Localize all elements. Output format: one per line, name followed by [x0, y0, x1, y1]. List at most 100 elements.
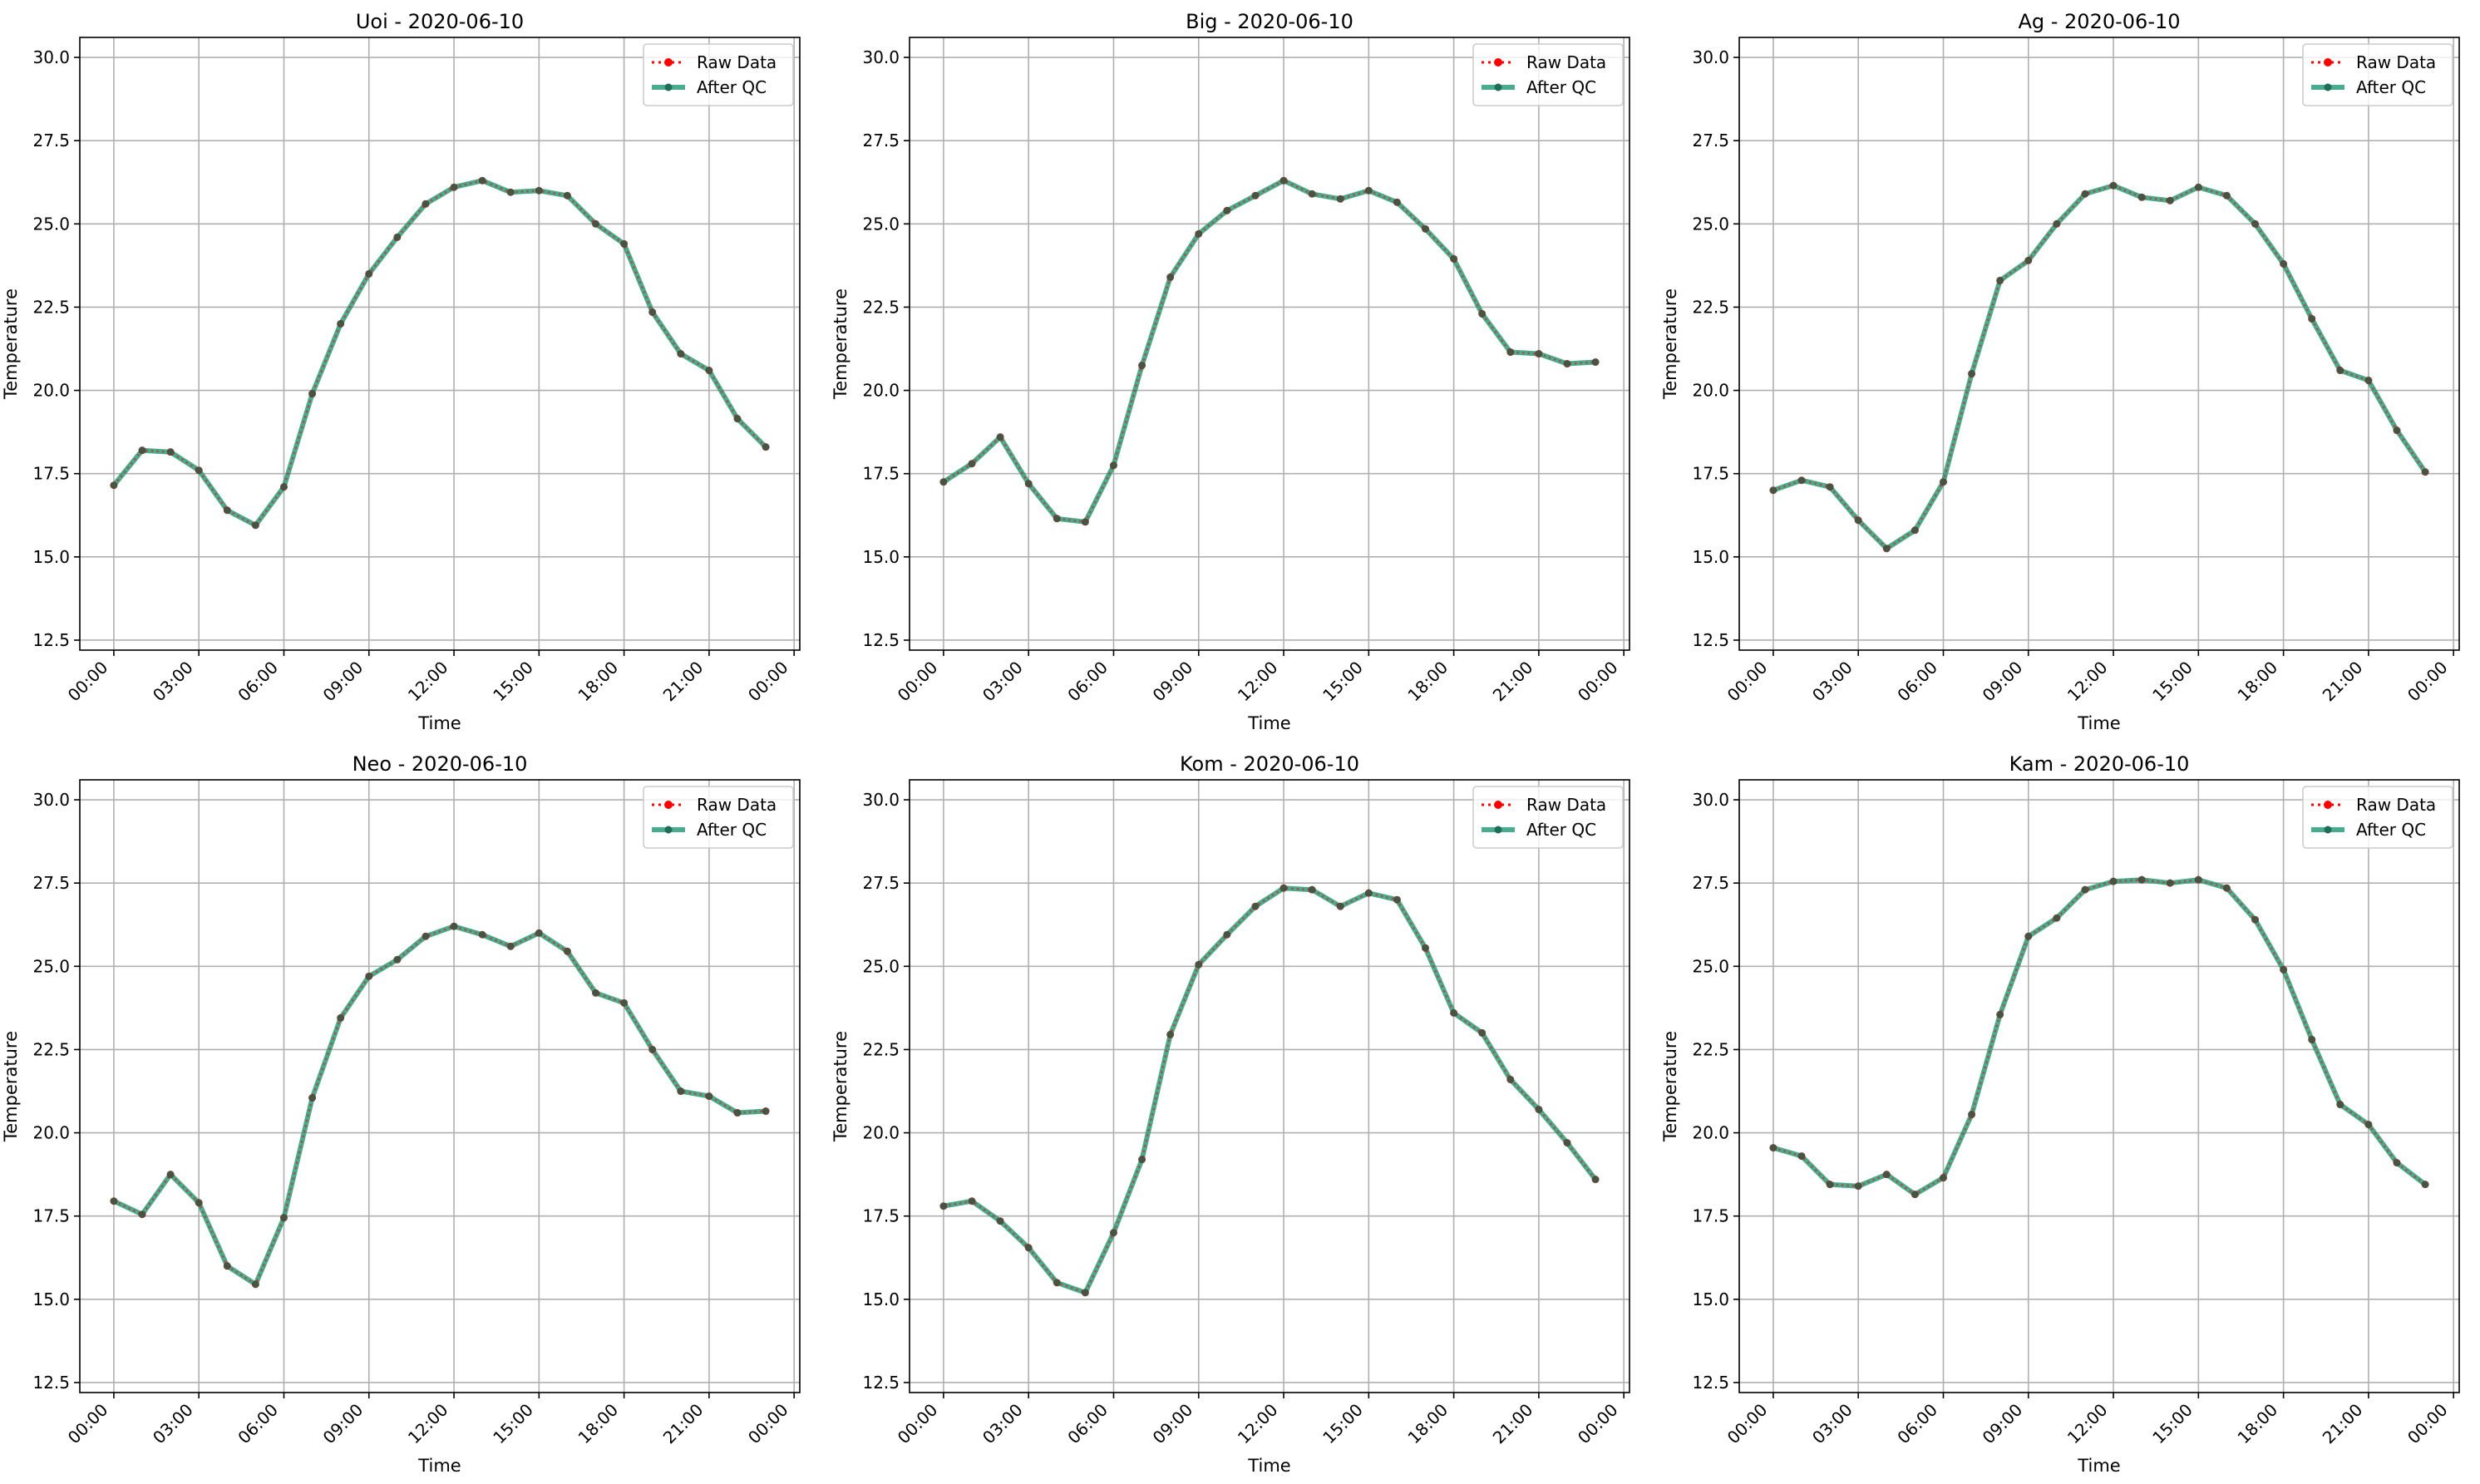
after-qc-point — [1308, 885, 1316, 894]
after-qc-point — [1591, 358, 1600, 366]
after-qc-point — [1195, 230, 1202, 238]
after-qc-point — [535, 187, 543, 195]
after-qc-point — [166, 1171, 175, 1178]
after-qc-point — [592, 220, 599, 228]
y-tick-label: 27.5 — [862, 873, 900, 893]
after-qc-point — [2053, 220, 2061, 228]
plot-frame — [909, 37, 1630, 651]
legend-marker-after-qc — [664, 83, 673, 91]
x-tick-label: 09:00 — [1979, 658, 2027, 706]
after-qc-point — [1478, 310, 1486, 318]
y-tick-label: 15.0 — [32, 547, 70, 567]
legend-box — [1472, 786, 1624, 849]
legend-label-after-qc: After QC — [697, 820, 767, 840]
after-qc-point — [592, 989, 599, 997]
y-tick-label: 15.0 — [862, 1289, 900, 1309]
x-axis-label: Time — [417, 713, 461, 733]
y-tick-label: 30.0 — [32, 47, 70, 67]
after-qc-point — [110, 1197, 118, 1205]
x-tick-label: 18:00 — [1403, 1400, 1452, 1448]
plot-frame — [909, 779, 1630, 1393]
x-tick-label: 15:00 — [2148, 658, 2197, 706]
y-tick-label: 27.5 — [32, 131, 70, 150]
y-tick-label: 20.0 — [1692, 381, 1729, 401]
y-tick-label: 20.0 — [32, 381, 70, 401]
after-qc-point — [2109, 877, 2118, 885]
x-axis-label: Time — [417, 1456, 461, 1476]
y-axis-label: Temperature — [1, 1031, 21, 1142]
x-tick-label: 06:00 — [1063, 1400, 1112, 1448]
after-qc-point — [1166, 1031, 1174, 1038]
y-tick-label: 30.0 — [862, 47, 900, 67]
legend-label-after-qc: After QC — [2356, 77, 2426, 97]
legend: Raw Data After QC — [2302, 786, 2453, 849]
after-qc-point — [138, 1210, 146, 1218]
after-qc-point — [1365, 889, 1373, 897]
legend-box — [643, 786, 794, 849]
x-tick-label: 00:00 — [1574, 658, 1622, 706]
x-tick-label: 09:00 — [1979, 1400, 2027, 1448]
y-tick-label: 22.5 — [32, 297, 70, 317]
legend-box — [643, 43, 794, 106]
after-qc-point — [1024, 480, 1033, 487]
after-qc-point — [2421, 1181, 2429, 1188]
x-tick-label: 21:00 — [2319, 1400, 2367, 1448]
x-tick-label: 12:00 — [2063, 658, 2112, 706]
after-qc-point — [762, 1107, 770, 1115]
after-qc-point — [2251, 220, 2259, 228]
x-axis-label: Time — [1247, 713, 1290, 733]
x-tick-label: 18:00 — [574, 658, 622, 706]
after-qc-point — [1082, 1289, 1089, 1297]
y-tick-label: 12.5 — [1692, 1373, 1729, 1393]
x-tick-label: 03:00 — [1808, 658, 1856, 706]
legend: Raw Data After QC — [1472, 786, 1624, 849]
y-tick-label: 30.0 — [862, 790, 900, 810]
after-qc-point — [1308, 190, 1316, 198]
x-tick-label: 15:00 — [489, 658, 537, 706]
after-qc-point — [166, 448, 175, 456]
after-qc-point — [365, 973, 372, 980]
after-qc-point — [1854, 1182, 1862, 1190]
after-qc-point — [2280, 260, 2287, 268]
legend-label-raw-data: Raw Data — [697, 52, 777, 72]
y-tick-label: 20.0 — [862, 1123, 900, 1143]
after-qc-point — [1769, 1144, 1777, 1151]
after-qc-point — [1110, 1229, 1117, 1236]
after-qc-point — [1911, 526, 1919, 535]
series-line-after-qc — [1770, 877, 2428, 1197]
after-qc-point — [1251, 192, 1260, 200]
after-qc-point — [1393, 895, 1401, 904]
after-qc-point — [2167, 197, 2174, 205]
legend-label-after-qc: After QC — [697, 77, 767, 97]
after-qc-point — [2223, 884, 2231, 892]
after-qc-point — [2364, 377, 2373, 384]
x-tick-label: 06:00 — [234, 1400, 282, 1448]
x-tick-label: 15:00 — [489, 1400, 537, 1448]
x-tick-label: 06:00 — [1893, 658, 1941, 706]
after-qc-point — [1450, 255, 1457, 263]
legend: Raw Data After QC — [643, 786, 794, 849]
x-tick-label: 03:00 — [979, 1400, 1027, 1448]
x-tick-label: 21:00 — [659, 658, 708, 706]
y-tick-label: 22.5 — [32, 1039, 70, 1059]
after-qc-point — [110, 481, 118, 489]
x-tick-label: 00:00 — [2404, 1400, 2452, 1448]
after-qc-point — [1883, 1171, 1891, 1178]
after-qc-point — [677, 350, 685, 357]
after-qc-point — [1854, 516, 1862, 524]
legend-marker-after-qc — [1494, 826, 1502, 834]
series-line-after-qc — [940, 885, 1599, 1295]
legend-marker-raw-data — [2324, 58, 2332, 67]
after-qc-point — [1535, 1106, 1543, 1113]
after-qc-point — [1337, 903, 1344, 910]
after-qc-point — [1223, 931, 1231, 939]
y-tick-label: 25.0 — [1692, 214, 1729, 234]
legend: Raw Data After QC — [643, 43, 794, 106]
after-qc-point — [2109, 182, 2118, 190]
x-tick-label: 06:00 — [1893, 1400, 1941, 1448]
after-qc-point — [195, 466, 203, 474]
after-qc-point — [1940, 1174, 1947, 1181]
chart-panel: 00:00 03:00 06:00 09:00 12:00 15:00 18:00 21:00… — [831, 10, 1630, 733]
y-tick-label: 27.5 — [1692, 131, 1729, 150]
after-qc-point — [620, 240, 628, 248]
